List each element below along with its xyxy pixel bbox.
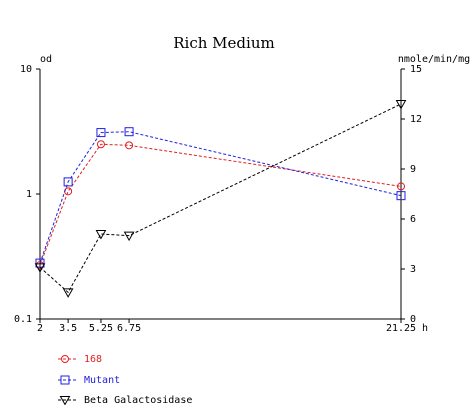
x-axis-unit-label: h	[422, 323, 428, 334]
y-right-tick-label: 0	[410, 314, 416, 325]
legend-label: Mutant	[84, 375, 120, 386]
data-point	[397, 182, 405, 191]
x-tick-label: 6.75	[117, 323, 141, 334]
data-point	[396, 191, 406, 201]
series-1	[35, 127, 406, 268]
y-right-tick-label: 3	[410, 264, 416, 275]
series-line	[39, 143, 402, 266]
legend-label: 168	[84, 354, 102, 365]
data-point	[64, 187, 73, 196]
y-right-tick-label: 15	[410, 64, 422, 75]
legend-item: 168	[58, 354, 102, 365]
y-left-tick-label: 0.1	[14, 314, 32, 325]
data-point	[395, 100, 407, 110]
data-point	[34, 263, 46, 273]
legend-marker	[60, 375, 70, 385]
y-left-tick-label: 10	[20, 64, 32, 75]
y-right-tick-label: 6	[410, 214, 416, 225]
legend-item: Mutant	[58, 375, 120, 386]
series-layer	[34, 100, 407, 298]
y-left-axis-label: od	[40, 54, 52, 65]
legend-marker	[61, 355, 69, 363]
legend-marker	[59, 396, 71, 405]
series-0	[36, 140, 405, 270]
y-right-axis-label: nmole/min/mg	[398, 54, 470, 65]
series-line	[39, 103, 402, 294]
x-tick-label: 3.5	[59, 323, 77, 334]
data-point	[123, 231, 135, 242]
y-right-tick-label: 9	[410, 164, 416, 175]
data-point	[125, 141, 134, 150]
data-point	[62, 288, 74, 298]
chart-title: Rich Medium	[173, 34, 274, 52]
data-point	[96, 128, 106, 138]
series-line	[39, 131, 402, 264]
data-point	[95, 230, 107, 240]
data-point	[35, 258, 45, 268]
x-tick-label: 5.25	[89, 323, 113, 334]
legend-item: Beta Galactosidase	[58, 395, 192, 405]
legend-label: Beta Galactosidase	[84, 395, 192, 405]
x-tick-label: 21.25	[386, 323, 416, 334]
x-tick-label: 2	[37, 323, 43, 334]
axes: 2 3.5 5.25 6.75 21.25 0.1 1 10 0 3 6 9 12 15	[14, 64, 422, 334]
data-point	[96, 140, 105, 149]
data-point	[124, 127, 134, 137]
y-left-tick-label: 1	[26, 189, 32, 200]
legend: 168 Mutant Beta Galactosidase	[58, 354, 192, 405]
y-right-tick-label: 12	[410, 114, 422, 125]
series-2	[34, 100, 407, 298]
data-point	[63, 177, 73, 187]
